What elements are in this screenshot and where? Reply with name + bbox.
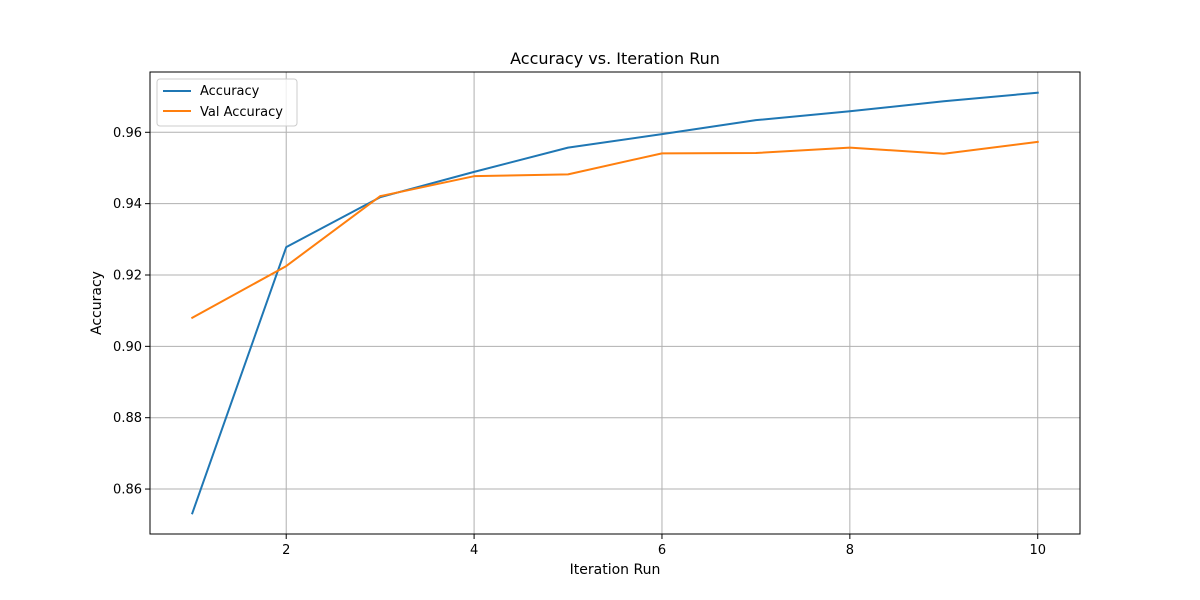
series-line-accuracy: [190, 91, 1039, 515]
y-tick-label: 0.90: [113, 340, 142, 355]
x-axis-label: Iteration Run: [570, 562, 661, 578]
y-tick-label: 0.94: [113, 197, 142, 212]
y-tick-label: 0.92: [113, 268, 142, 283]
x-tick-label: 6: [658, 543, 666, 558]
grid-lines: [150, 72, 1080, 534]
y-tick-label: 0.88: [113, 411, 142, 426]
legend-box: [156, 78, 298, 127]
x-tick-label: 4: [470, 543, 478, 558]
y-tick-label: 0.86: [113, 483, 142, 498]
series-line-val-accuracy: [190, 140, 1039, 320]
plot-area-frame: [149, 71, 1081, 535]
x-tick-label: 10: [1029, 543, 1046, 558]
legend-label-val-accuracy: Val Accuracy: [200, 105, 283, 120]
y-axis-label: Accuracy: [89, 271, 105, 335]
legend: Accuracy Val Accuracy: [156, 78, 298, 127]
series-lines: [190, 91, 1039, 515]
y-axis-ticks: 0.86 0.88 0.90 0.92 0.94 0.96: [113, 126, 150, 498]
chart-title: Accuracy vs. Iteration Run: [510, 49, 720, 68]
x-tick-label: 2: [282, 543, 290, 558]
legend-label-accuracy: Accuracy: [200, 84, 260, 99]
y-tick-label: 0.96: [113, 126, 142, 141]
x-axis-ticks: 2 4 6 8 10: [282, 534, 1046, 558]
x-tick-label: 8: [846, 543, 854, 558]
